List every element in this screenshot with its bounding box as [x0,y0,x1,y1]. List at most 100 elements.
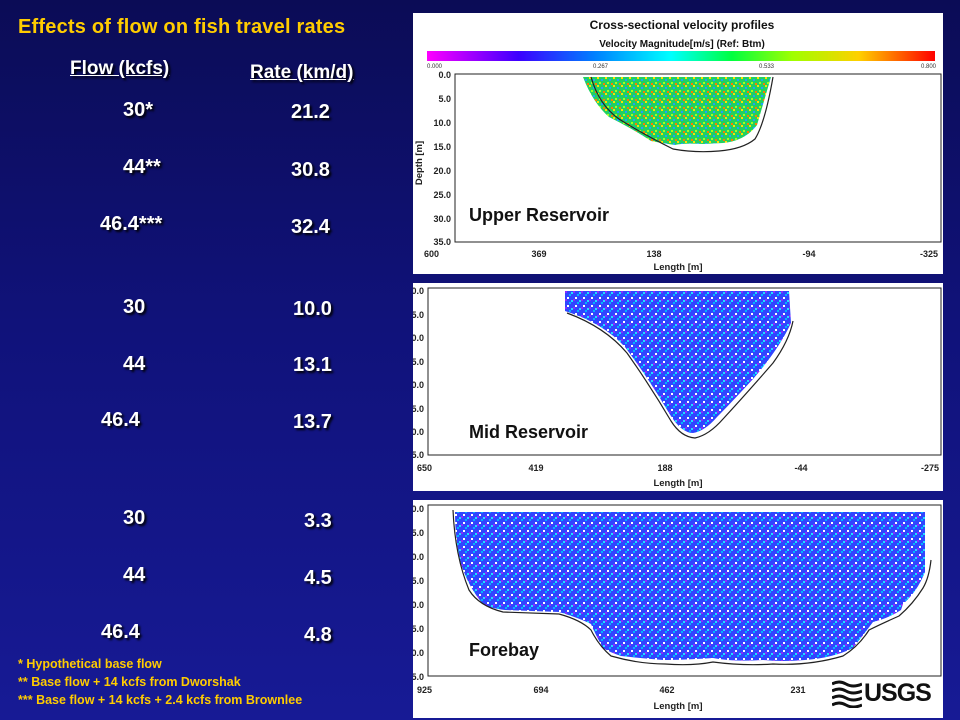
y-tick: 10.0 [433,118,451,128]
y-axis-label: Depth [m] [414,141,425,185]
flow-column-header: Flow (kcfs) [70,58,170,79]
rate-value: 32.4 [291,216,330,238]
rate-value: 13.1 [293,354,332,376]
x-tick: -325 [920,249,938,259]
y-tick: 30.0 [413,648,424,658]
flow-value: 30 [123,507,146,529]
flow-value: 30* [123,99,154,121]
panel-label: Upper Reservoir [469,205,609,225]
x-tick: 694 [533,685,548,695]
y-tick: 30.0 [413,427,424,437]
x-tick: 188 [657,463,672,473]
y-tick: 10.0 [413,552,424,562]
plot-frame [427,504,942,677]
y-ticks: 0.0 5.0 10.0 15.0 20.0 25.0 30.0 35.0 [433,70,451,247]
y-tick: 15.0 [413,576,424,586]
y-tick: 35.0 [433,237,451,247]
flow-value: 44** [123,156,161,178]
logo-text: USGS [864,679,932,707]
y-tick: 0.0 [413,504,424,514]
rate-value: 4.8 [304,624,332,646]
colorbar-tick: 0.533 [759,64,775,70]
y-tick: 5.0 [413,310,424,320]
panel-label: Mid Reservoir [469,422,588,442]
x-ticks: 650 419 188 -44 -275 [417,463,939,473]
plot-frame [454,73,942,243]
y-tick: 10.0 [413,333,424,343]
rate-value: 3.3 [304,510,332,532]
y-tick: 0.0 [413,286,424,296]
mid-reservoir-panel: 0.0 5.0 10.0 15.0 20.0 25.0 30.0 35.0 De… [413,283,943,491]
flow-value: 44 [123,353,146,375]
y-axis-label: Depth [m] [413,573,414,617]
y-tick: 35.0 [413,672,424,682]
flow-value: 46.4 [101,621,140,643]
velocity-field [583,77,771,145]
rate-value: 10.0 [293,298,332,320]
colorbar [427,51,935,61]
y-tick: 35.0 [413,450,424,460]
flow-value: 46.4*** [100,213,163,235]
rate-value: 30.8 [291,159,330,181]
x-tick: -44 [794,463,807,473]
x-tick: 925 [417,685,432,695]
footnote: * Hypothetical base flow [18,657,162,671]
y-tick: 5.0 [438,94,451,104]
x-tick: 419 [528,463,543,473]
x-tick: 462 [659,685,674,695]
colorbar-tick: 0.000 [427,64,443,70]
y-ticks: 0.0 5.0 10.0 15.0 20.0 25.0 30.0 35.0 [413,286,424,460]
y-tick: 20.0 [433,166,451,176]
profiles-header: Cross-sectional velocity profiles [590,18,775,32]
y-tick: 0.0 [438,70,451,80]
footnotes: * Hypothetical base flow ** Base flow + … [18,655,302,709]
velocity-field [565,291,791,433]
y-ticks: 0.0 5.0 10.0 15.0 20.0 25.0 30.0 35.0 [413,504,424,682]
usgs-logo: USGS [830,677,940,709]
x-tick: 138 [646,249,661,259]
rate-value: 13.7 [293,411,332,433]
x-tick: -94 [802,249,815,259]
x-tick: 369 [531,249,546,259]
plot-frame [427,287,942,456]
x-tick: 231 [790,685,805,695]
slide-title: Effects of flow on fish travel rates [18,16,346,38]
y-tick: 25.0 [433,190,451,200]
forebay-panel: 0.0 5.0 10.0 15.0 20.0 25.0 30.0 35.0 De… [413,500,943,718]
x-axis-label: Length [m] [653,478,702,489]
upper-reservoir-panel: Cross-sectional velocity profiles Veloci… [413,13,943,274]
rate-value: 21.2 [291,101,330,123]
y-tick: 15.0 [413,357,424,367]
bed-profile-line [566,312,794,439]
flow-value: 46.4 [101,409,140,431]
colorbar-tick: 0.800 [921,64,937,70]
y-tick: 20.0 [413,380,424,390]
x-tick: 600 [424,249,439,259]
x-ticks: 600 369 138 -94 -325 [424,249,938,259]
y-tick: 5.0 [413,528,424,538]
bed-profile-line [590,76,774,153]
y-tick: 20.0 [413,600,424,610]
flow-value: 30 [123,296,146,318]
colorbar-tick: 0.267 [593,64,609,70]
y-tick: 25.0 [413,404,424,414]
x-axis-label: Length [m] [653,262,702,273]
y-tick: 15.0 [433,142,451,152]
x-ticks: 925 694 462 231 [417,685,806,695]
rate-column-header: Rate (km/d) [250,62,354,83]
panel-label: Forebay [469,640,539,660]
x-tick: -275 [921,463,939,473]
colorbar-label: Velocity Magnitude[m/s] (Ref: Btm) [599,39,765,50]
x-axis-label: Length [m] [653,701,702,712]
y-tick: 30.0 [433,214,451,224]
bed-profile-line [452,509,932,666]
y-axis-label: Depth [m] [413,351,414,395]
x-tick: 650 [417,463,432,473]
y-tick: 25.0 [413,624,424,634]
usgs-wave-icon [832,680,862,708]
footnote: ** Base flow + 14 kcfs from Dworshak [18,675,241,689]
rate-value: 4.5 [304,567,332,589]
footnote: *** Base flow + 14 kcfs + 2.4 kcfs from … [18,693,303,707]
flow-value: 44 [123,564,146,586]
velocity-field [455,512,925,661]
